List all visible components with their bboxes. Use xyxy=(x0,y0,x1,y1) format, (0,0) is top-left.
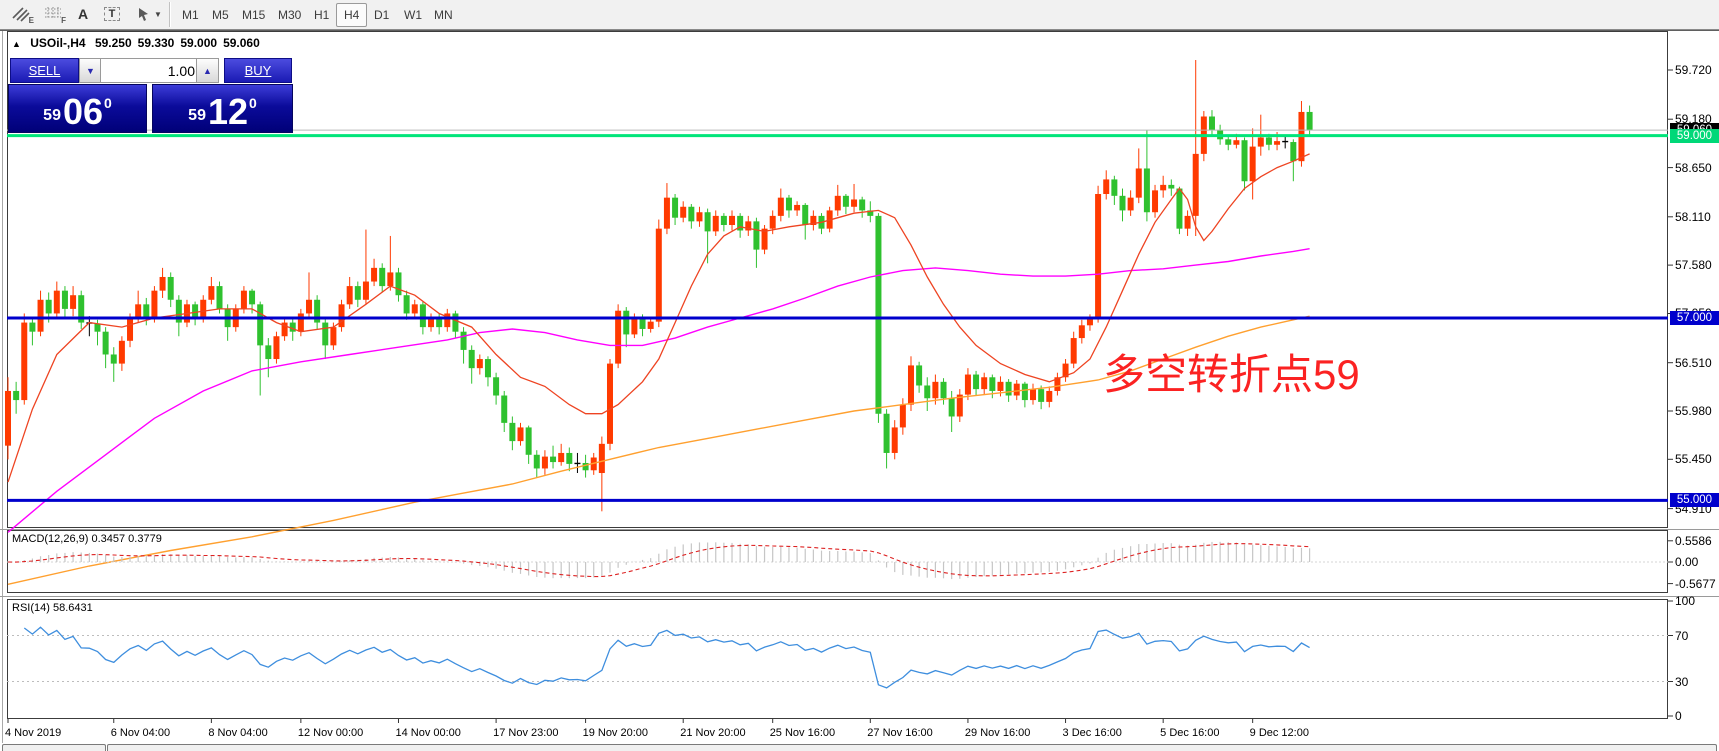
macd-axis-label: 0.00 xyxy=(1675,555,1699,569)
chevron-down-icon: ▼ xyxy=(154,9,162,19)
line-studies-icon[interactable]: E xyxy=(8,3,34,25)
buy-price-big: 12 xyxy=(207,91,249,132)
rsi-axis-label: 0 xyxy=(1675,709,1682,723)
price-axis-label: 59.720 xyxy=(1675,63,1712,77)
rsi-axis-label: 70 xyxy=(1675,628,1689,643)
symbol-title: USOil-,H4 xyxy=(30,36,86,50)
date-label: 14 Nov 00:00 xyxy=(395,727,461,739)
rsi-axis-label: 100 xyxy=(1675,594,1696,608)
textbox-tool-icon[interactable]: T xyxy=(100,3,124,25)
sell-price-big: 06 xyxy=(62,91,104,132)
toolbar-shadow-line xyxy=(0,30,1719,31)
ohlc-close: 59.060 xyxy=(223,36,260,50)
macd-axis-label: -0.5677 xyxy=(1675,576,1716,591)
price-axis-label: 57.580 xyxy=(1675,258,1712,273)
date-label: 25 Nov 16:00 xyxy=(769,727,836,739)
rsi-axis-label: 30 xyxy=(1675,674,1689,689)
chart-header: ▲ USOil-,H4 59.250 59.330 59.000 59.060 xyxy=(12,36,266,50)
cursor-tool-icon[interactable]: ▼ xyxy=(132,3,166,25)
grid-icon[interactable]: F xyxy=(45,7,66,25)
macd-label: MACD(12,26,9) 0.3457 0.3779 xyxy=(12,533,162,545)
price-axis-label: 59.180 xyxy=(1675,112,1712,127)
volume-increase-button[interactable]: ▲ xyxy=(196,58,219,83)
volume-decrease-button[interactable]: ▼ xyxy=(79,58,102,83)
date-label: 4 Nov 2019 xyxy=(5,727,62,739)
text-tool-icon[interactable]: A xyxy=(77,6,89,22)
ohlc-low: 59.000 xyxy=(180,36,218,50)
price-badge: 59.000 xyxy=(1670,128,1719,143)
sell-button[interactable]: SELL xyxy=(10,58,79,83)
price-axis-label: 58.650 xyxy=(1675,160,1712,175)
sell-price-sup: 0 xyxy=(104,95,112,111)
date-label: 27 Nov 16:00 xyxy=(867,727,933,739)
price-axis-label: 58.110 xyxy=(1675,209,1711,224)
price-axis-label: 55.980 xyxy=(1675,404,1712,418)
ohlc-open: 59.250 xyxy=(94,36,132,50)
bottom-tab[interactable] xyxy=(2,744,106,751)
buy-button[interactable]: BUY xyxy=(224,58,292,83)
date-label: 17 Nov 23:00 xyxy=(493,727,559,739)
date-label: 21 Nov 20:00 xyxy=(680,727,746,739)
sell-price-display[interactable]: 59 06 0 xyxy=(8,84,147,133)
date-label: 9 Dec 12:00 xyxy=(1249,727,1309,739)
macd-axis-label: 0.5586 xyxy=(1675,533,1712,548)
price-badge: 55.000 xyxy=(1670,493,1719,508)
buy-price-display[interactable]: 59 12 0 xyxy=(152,84,293,133)
timeframe-button-m15[interactable]: M15 xyxy=(242,8,266,22)
timeframe-button-h4[interactable]: H4 xyxy=(336,3,368,27)
buy-price-sup: 0 xyxy=(249,95,257,111)
timeframe-button-d1[interactable]: D1 xyxy=(374,8,390,22)
date-label: 12 Nov 00:00 xyxy=(297,727,364,739)
price-axis-label: 56.510 xyxy=(1675,355,1712,370)
ohlc-high: 59.330 xyxy=(137,36,175,50)
direction-marker-icon: ▲ xyxy=(12,39,21,49)
toolbar-separator xyxy=(169,2,171,27)
date-label: 6 Nov 04:00 xyxy=(110,727,171,739)
volume-input[interactable]: 1.00 xyxy=(100,58,206,83)
toolbar: E F A T ▼ M1 M5 M15 M30 H1 H4 D1 W1 MN xyxy=(0,0,1719,30)
date-label: 8 Nov 04:00 xyxy=(208,727,268,739)
sell-price-small: 59 xyxy=(43,107,61,124)
buy-price-small: 59 xyxy=(188,107,206,124)
timeframe-button-m5[interactable]: M5 xyxy=(212,8,229,22)
date-label: 19 Nov 20:00 xyxy=(582,727,649,739)
timeframe-button-mn[interactable]: MN xyxy=(434,8,453,22)
date-label: 5 Dec 16:00 xyxy=(1160,727,1220,739)
timeframe-button-h1[interactable]: H1 xyxy=(314,8,330,22)
date-label: 3 Dec 16:00 xyxy=(1062,727,1122,739)
date-label: 29 Nov 16:00 xyxy=(964,727,1031,739)
timeframe-button-m1[interactable]: M1 xyxy=(182,8,199,22)
bottom-tab[interactable] xyxy=(107,744,1717,751)
price-axis-label: 55.450 xyxy=(1675,452,1712,467)
rsi-label: RSI(14) 58.6431 xyxy=(12,602,93,614)
timeframe-button-w1[interactable]: W1 xyxy=(404,8,422,22)
annotation-text: 多空转折点59 xyxy=(1103,351,1360,398)
timeframe-button-m30[interactable]: M30 xyxy=(278,8,302,22)
price-badge: 57.000 xyxy=(1670,311,1719,325)
